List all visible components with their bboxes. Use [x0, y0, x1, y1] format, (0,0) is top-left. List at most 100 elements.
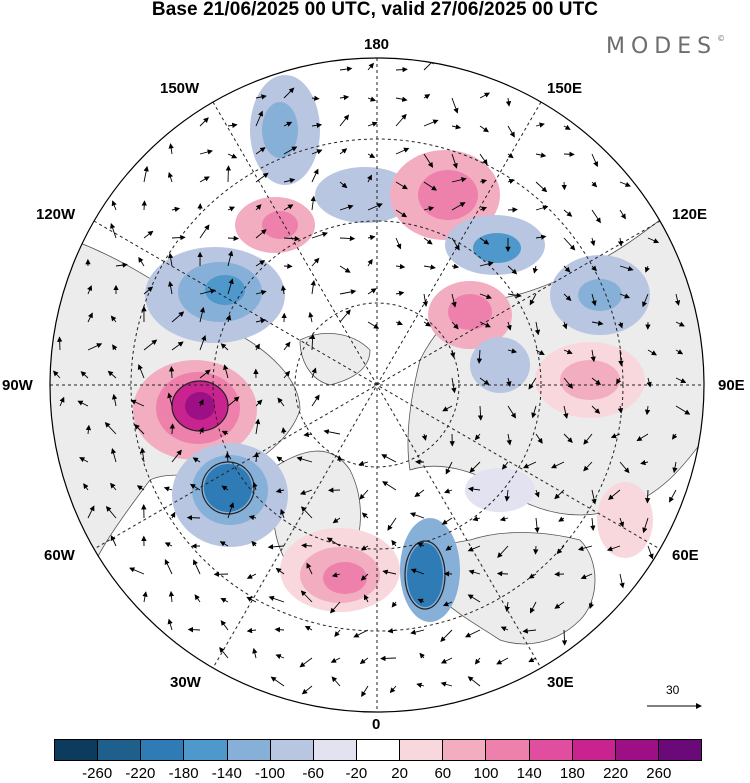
wind-vector — [283, 263, 293, 269]
wind-vector — [591, 209, 601, 224]
wind-vector — [469, 461, 481, 473]
wind-vector — [110, 448, 117, 463]
wind-vector — [496, 657, 509, 665]
colorbar-segment — [400, 740, 444, 760]
wind-vector — [535, 234, 547, 240]
wind-vector — [255, 260, 266, 267]
wind-vector — [554, 601, 565, 609]
wind-vector — [199, 224, 210, 239]
wind-vector — [171, 234, 186, 241]
wind-vector — [331, 572, 341, 578]
wind-vector — [367, 96, 376, 102]
colorbar-segment — [486, 740, 530, 760]
wind-vector — [590, 349, 596, 363]
wind-vector — [56, 336, 63, 351]
wind-vector — [199, 369, 211, 379]
wind-vector — [283, 236, 300, 242]
wind-vector — [140, 447, 146, 463]
wind-vector — [647, 237, 660, 244]
wind-vector — [451, 124, 462, 130]
wind-vector — [339, 289, 357, 295]
wind-vector — [616, 377, 622, 385]
wind-vector — [423, 181, 438, 191]
wind-vector — [111, 200, 117, 211]
wind-vector — [87, 505, 95, 519]
wind-vector — [141, 200, 147, 211]
wind-vector — [251, 540, 258, 547]
wind-vector — [445, 461, 453, 475]
wind-vector — [143, 230, 154, 239]
wind-vector — [164, 542, 173, 548]
polar-map — [49, 57, 705, 713]
wind-vector — [311, 231, 328, 239]
wind-vector — [417, 542, 425, 548]
wind-vector — [227, 396, 240, 407]
wind-vector — [671, 433, 678, 440]
arctic-islands — [299, 333, 371, 386]
wind-vector — [464, 629, 481, 638]
wind-vector — [479, 293, 492, 300]
wind-vector — [474, 657, 481, 665]
wind-vector — [479, 125, 489, 133]
wind-vector — [675, 377, 687, 384]
wind-vector — [300, 506, 313, 519]
wind-vector — [477, 405, 484, 421]
wind-vector — [636, 433, 649, 442]
wind-vector — [506, 377, 512, 387]
wind-vector — [451, 263, 460, 269]
wind-vector — [506, 433, 512, 446]
wind-vector — [563, 209, 573, 217]
wind-vector — [534, 321, 541, 336]
wind-vector — [194, 594, 201, 603]
wind-vector — [367, 234, 376, 241]
wind-vector — [451, 202, 466, 211]
wind-vector — [528, 657, 537, 663]
wind-vector — [339, 66, 353, 72]
wind-vector — [143, 286, 154, 295]
wind-vector — [501, 461, 509, 470]
reference-vector-arrow — [647, 703, 702, 709]
wind-vector — [301, 685, 313, 695]
wind-vector — [219, 541, 229, 547]
wind-vector — [255, 229, 267, 239]
lon-label-60e: 60E — [672, 547, 699, 564]
wind-vector — [479, 206, 488, 212]
wind-vector — [199, 176, 210, 183]
colorbar — [54, 739, 702, 761]
colorbar-tick-label: 140 — [516, 765, 542, 782]
wind-vector — [550, 461, 565, 469]
wind-vector — [309, 333, 316, 351]
wind-vector — [311, 95, 320, 101]
wind-vector — [563, 151, 575, 157]
wind-vector — [591, 377, 602, 386]
wind-vector — [507, 348, 518, 354]
wind-vector — [52, 370, 61, 379]
wind-vector — [367, 321, 380, 329]
wind-vector — [451, 377, 457, 394]
wind-vector — [255, 289, 267, 296]
wind-vector — [476, 349, 483, 364]
wind-vector — [339, 309, 351, 323]
wind-vector — [311, 367, 317, 379]
wind-vector — [395, 147, 410, 155]
wind-vector — [395, 66, 408, 73]
wind-vector — [111, 393, 118, 407]
wind-vector — [583, 433, 593, 445]
wind-vector — [563, 377, 574, 389]
wind-vector — [467, 594, 481, 603]
colorbar-segment — [141, 740, 185, 760]
wind-vector — [168, 590, 175, 603]
colorbar-tick-label: 20 — [391, 765, 408, 782]
wind-vector — [226, 314, 232, 323]
wind-vector — [640, 459, 649, 466]
colorbar-segment — [227, 740, 271, 760]
wind-vector — [467, 486, 481, 492]
wind-vector — [255, 147, 266, 155]
wind-vector — [339, 148, 348, 155]
wind-vector — [563, 293, 572, 302]
wind-vector — [507, 292, 522, 298]
wind-vector — [619, 293, 631, 299]
wind-vector — [223, 364, 229, 379]
wind-vector — [192, 457, 201, 463]
wind-vector — [562, 321, 568, 330]
